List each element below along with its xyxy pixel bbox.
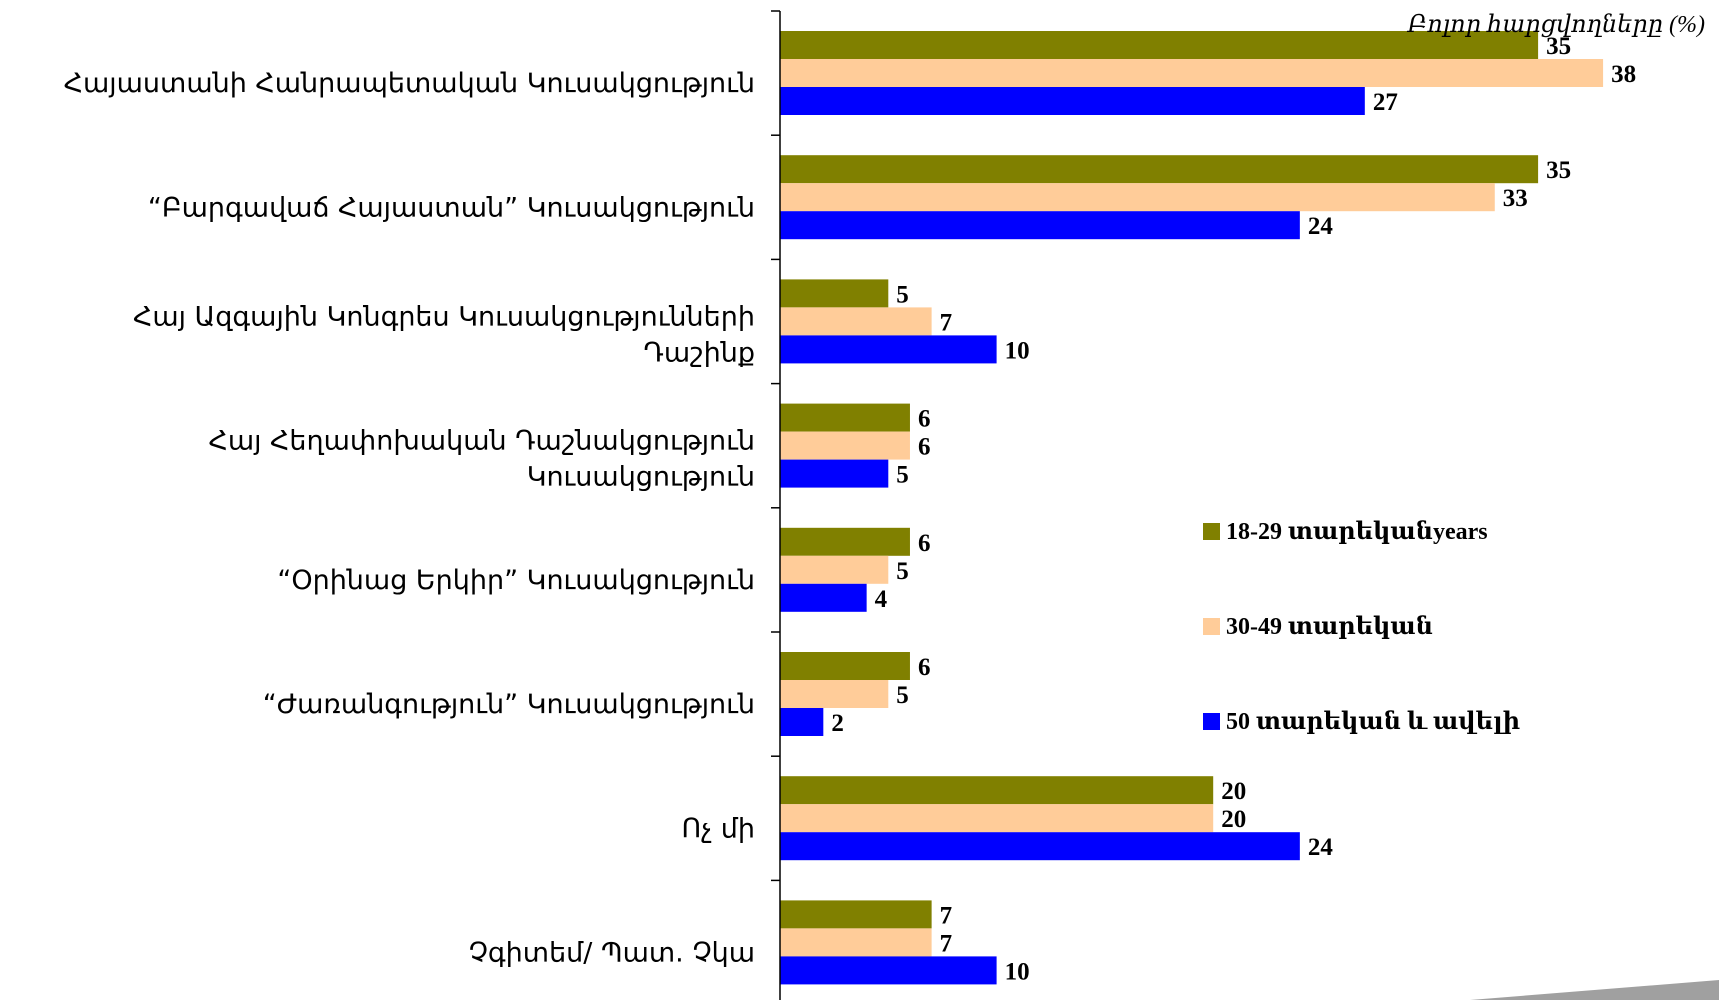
category-label: Դաշինք [643, 338, 755, 369]
bar [780, 59, 1604, 87]
bar [780, 776, 1214, 805]
bar [780, 708, 824, 736]
value-label: 5 [896, 462, 909, 489]
legend-swatch [1203, 618, 1220, 635]
bar [780, 155, 1539, 184]
bars-layer [780, 31, 1604, 985]
bar [780, 555, 889, 584]
category-label: Հայ Ազգային Կոնգրես Կուսակցությունների [133, 302, 755, 333]
value-label: 24 [1308, 834, 1334, 861]
value-label: 6 [918, 530, 931, 557]
bar [780, 279, 889, 308]
value-label: 7 [940, 930, 953, 957]
category-label: Ոչ մի [682, 813, 756, 844]
value-label: 5 [896, 682, 909, 709]
category-label: “Օրինաց Երկիր” Կուսակցություն [277, 565, 755, 596]
legend-label: 30-49 տարեկան [1226, 614, 1433, 640]
value-label: 7 [940, 309, 953, 336]
bar [780, 527, 910, 556]
value-label: 7 [940, 902, 953, 929]
value-label: 35 [1546, 33, 1571, 60]
bar [780, 928, 932, 957]
bar [780, 652, 910, 680]
bar [780, 956, 997, 985]
category-label: Չգիտեմ/ Պատ. Չկա [469, 938, 755, 969]
value-label: 35 [1546, 157, 1571, 184]
bar [780, 183, 1495, 212]
legend-swatch [1203, 523, 1220, 540]
value-label: 20 [1221, 806, 1246, 833]
bar [780, 31, 1539, 59]
bar [780, 900, 932, 929]
category-label: “Ժառանգություն” Կուսակցություն [263, 689, 755, 720]
category-label: Հայաստանի Հանրապետական Կուսակցություն [64, 68, 755, 99]
corner-decoration [1470, 980, 1719, 1000]
bar [780, 211, 1300, 240]
value-label: 24 [1308, 213, 1334, 240]
value-label: 4 [875, 586, 888, 613]
bar [780, 459, 889, 488]
value-label: 33 [1503, 185, 1528, 212]
value-label: 10 [1005, 337, 1030, 364]
respondents-note: Բոլոր հարցվողները (%) [1407, 12, 1705, 38]
value-label: 5 [896, 281, 909, 308]
bar [780, 335, 997, 364]
bar [780, 680, 889, 708]
category-label: “Բարգավաճ Հայաստան” Կուսակցություն [148, 192, 755, 223]
value-label: 6 [918, 406, 931, 433]
value-label: 6 [918, 654, 931, 681]
bar [780, 87, 1365, 115]
value-label: 27 [1373, 89, 1398, 116]
legend-swatch [1203, 713, 1220, 730]
legend-label: 50 տարեկան և ավելի [1226, 709, 1520, 735]
category-axis [771, 10, 781, 1000]
bar [780, 804, 1214, 833]
value-label: 2 [831, 710, 844, 737]
category-label: Կուսակցություն [527, 462, 755, 493]
value-label: 20 [1221, 778, 1246, 805]
bar [780, 403, 910, 432]
bar [780, 583, 867, 612]
legend: 18-29 տարեկանyears 30-49 տարեկան 50 տարեկա… [1203, 519, 1520, 735]
value-label: 38 [1611, 61, 1636, 88]
legend-label: 18-29 տարեկանyears [1226, 519, 1488, 545]
bar [780, 307, 932, 336]
value-label: 5 [896, 558, 909, 585]
category-label: Հայ Հեղափոխական Դաշնակցություն [209, 426, 755, 457]
value-label: 10 [1005, 958, 1030, 985]
bar [780, 431, 910, 460]
bar [780, 832, 1300, 861]
value-label: 6 [918, 434, 931, 461]
category-labels: Հայաստանի Հանրապետական Կուսակցություն “Բա… [64, 68, 755, 968]
